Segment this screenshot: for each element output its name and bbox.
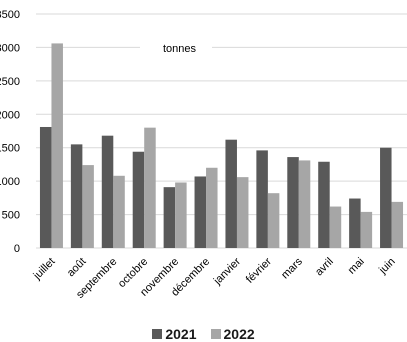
bar-2022-octobre	[144, 127, 156, 248]
legend-swatch-2022	[210, 329, 221, 339]
x-tick-label: août	[65, 256, 89, 280]
bar-2022-juillet	[51, 43, 63, 248]
bar-2021-janvier	[225, 139, 237, 248]
bar-2021-juillet	[39, 126, 52, 248]
legend: 2021 2022	[0, 326, 407, 342]
y-tick-label: 0	[14, 243, 20, 255]
bar-2021-mai	[349, 198, 361, 248]
bar-2021-septembre	[101, 135, 114, 248]
bar-2021-mars	[287, 157, 299, 248]
bar-2022-février	[267, 193, 280, 248]
y-tick-label: 1500	[0, 143, 20, 155]
y-tick-label: 3500	[0, 9, 20, 21]
bars	[39, 43, 404, 248]
bar-2022-septembre	[113, 175, 125, 248]
bar-2022-mars	[298, 160, 311, 248]
bar-2022-novembre	[175, 182, 187, 248]
bar-2021-juin	[380, 147, 392, 248]
y-axis-ticks: 0 500 1000 1500 2000 2500 3000 3500	[0, 9, 20, 255]
bar-2022-janvier	[236, 177, 249, 248]
bar-chart: 0 500 1000 1500 2000 2500 3000 3500 juillet août…	[0, 9, 407, 301]
x-tick-label: juin	[376, 256, 397, 277]
legend-label-2021: 2021	[165, 326, 197, 342]
gridlines	[36, 13, 407, 249]
x-tick-label: février	[244, 255, 274, 285]
bar-2022-avril	[329, 206, 342, 248]
bar-2022-juin	[391, 201, 404, 248]
x-axis-ticks: juillet aoûtseptembreoctobrenovembredécem…	[31, 255, 398, 301]
legend-label-2022: 2022	[223, 326, 255, 342]
bar-2022-mai	[360, 211, 373, 248]
x-tick-label: janvier	[211, 255, 243, 287]
x-tick-label: mai	[346, 256, 367, 277]
y-tick-label: 2000	[0, 109, 20, 121]
bar-2021-décembre	[194, 176, 207, 248]
y-tick-label: 1000	[0, 176, 20, 188]
y-tick-label: 3000	[0, 42, 20, 54]
y-tick-label: 500	[2, 210, 20, 222]
unit-label-background	[140, 38, 212, 58]
legend-swatch-2021	[152, 329, 163, 339]
bar-2021-novembre	[163, 187, 176, 248]
x-tick-label: avril	[313, 256, 336, 279]
bar-2021-février	[256, 150, 268, 248]
bar-2021-août	[70, 144, 83, 248]
x-tick-label: mars	[279, 255, 305, 281]
unit-label: tonnes	[163, 43, 197, 55]
bar-2021-avril	[318, 161, 330, 248]
legend-item-2022: 2022	[210, 326, 255, 342]
bar-2021-octobre	[132, 151, 145, 248]
bar-2022-décembre	[206, 167, 218, 248]
x-tick-label: juillet	[31, 256, 58, 283]
legend-item-2021: 2021	[152, 326, 197, 342]
bar-2022-août	[82, 165, 94, 248]
y-tick-label: 2500	[0, 76, 20, 88]
